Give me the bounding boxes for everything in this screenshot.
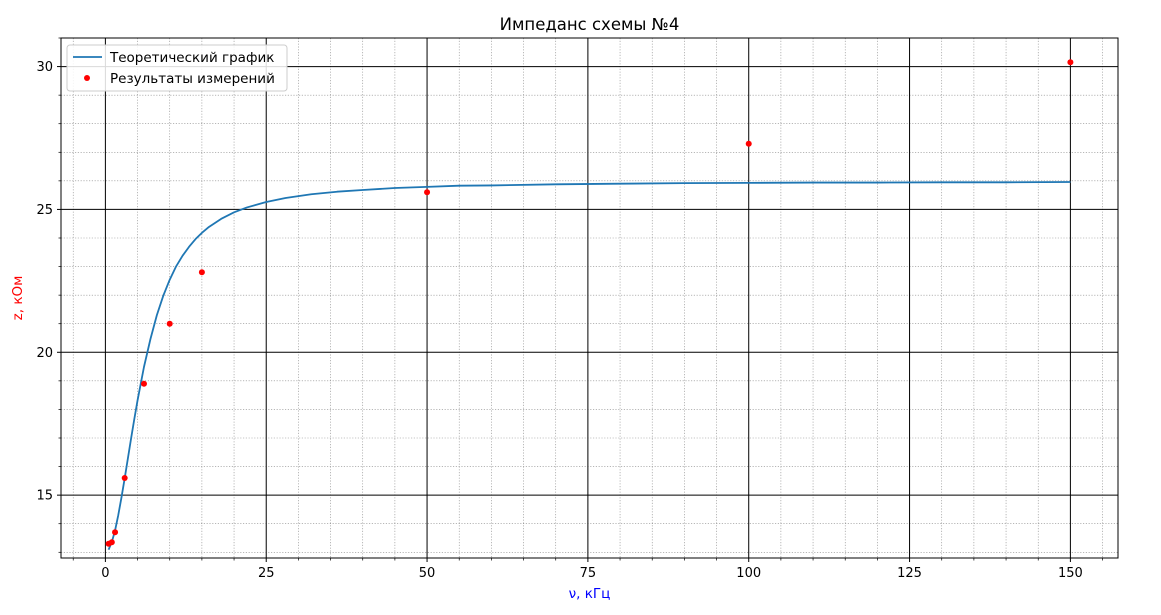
measured-point [112,529,119,536]
measured-point [198,269,205,276]
y-tick-label: 25 [36,203,53,218]
legend-point-swatch [84,75,90,81]
tick-layer: 0 25 50 75 100 125 150 15 20 25 30 [36,37,1103,581]
x-tick-label: 150 [1058,566,1083,581]
measured-point [121,475,128,481]
y-tick-label: 30 [36,60,53,75]
y-axis-label: z, кОм [10,276,26,321]
x-tick-label: 75 [580,566,597,581]
x-tick-label: 50 [419,566,436,581]
x-tick-label: 25 [258,566,275,581]
y-tick-label: 20 [36,346,53,361]
x-axis-label: ν, кГц [569,586,611,602]
legend-label-theory: Теоретический график [109,50,274,66]
legend-label-measured: Результаты измерений [110,71,275,87]
chart-title: Импеданс схемы №4 [500,15,680,34]
measured-point [745,140,752,147]
measured-point [108,539,115,546]
legend: Теоретический график Результаты измерени… [66,44,288,92]
x-tick-label: 125 [897,566,922,581]
measured-point [140,380,147,387]
x-tick-label: 0 [101,566,109,581]
theory-curve [107,181,1071,551]
y-tick-label: 15 [36,489,53,504]
plot-frame [60,37,1119,559]
measured-point [166,320,173,327]
measured-point [424,189,431,196]
legend-box [66,44,288,92]
measured-point [1067,59,1074,66]
series-layer [105,59,1074,551]
x-tick-label: 100 [736,566,761,581]
